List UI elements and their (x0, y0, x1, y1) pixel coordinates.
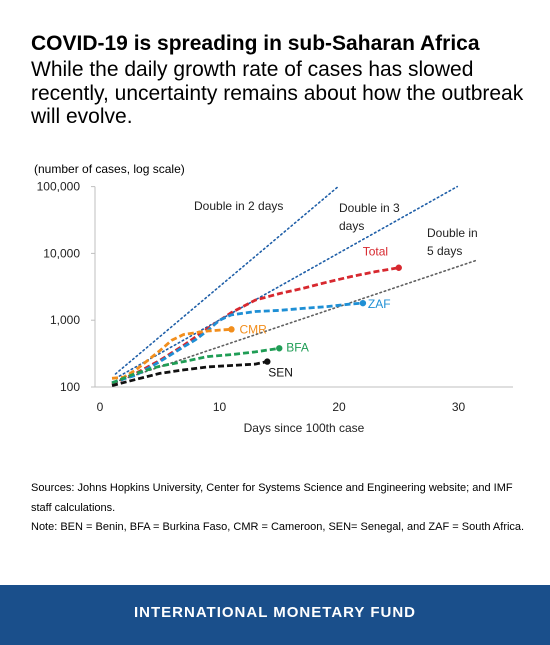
note-text: Note: BEN = Benin, BFA = Burkina Faso, C… (31, 521, 525, 533)
y-tick-label: 100 (60, 380, 80, 394)
y-tick-label: 1,000 (50, 313, 80, 327)
reference-line (114, 185, 339, 375)
reference-line-label: Double in 5 days (427, 226, 478, 258)
series-end-marker (359, 299, 367, 307)
chart-labels: Total ZAF CMR BFA SEN (239, 245, 390, 380)
series-end-marker (276, 345, 283, 352)
series-label: BFA (286, 340, 309, 354)
footer-logo-text: INTERNATIONAL MONETARY FUND (134, 604, 416, 621)
chart-notes: Sources: Johns Hopkins University, Cente… (31, 479, 526, 538)
series-lines (111, 264, 402, 387)
x-tick-label: 10 (213, 400, 227, 414)
series-label: CMR (239, 322, 267, 336)
footer-bar: INTERNATIONAL MONETARY FUND (0, 585, 550, 645)
x-tick-label: 30 (452, 400, 466, 414)
x-axis-label: Days since 100th case (244, 421, 365, 435)
series-label: SEN (268, 366, 293, 380)
chart-plot: 100 1,000 10,000 100,000 0 10 20 30 Days since 1… (37, 180, 513, 435)
chart-subtitle: While the daily growth rate of cases has… (31, 58, 524, 128)
reference-line-label: Double in 3 days (339, 201, 400, 233)
series-line (111, 327, 232, 380)
reference-lines: Double in 2 days Double in 3 days Double in… (114, 185, 478, 383)
series-line (111, 346, 280, 385)
y-axis-label: (number of cases, log scale) (34, 162, 185, 176)
series-end-marker (395, 264, 402, 271)
reference-line-label: Double in 2 days (194, 199, 283, 213)
chart-axes: 100 1,000 10,000 100,000 0 10 20 30 Days since 1… (37, 180, 513, 435)
y-tick-label: 100,000 (37, 180, 81, 194)
series-label: Total (363, 245, 388, 259)
x-tick-label: 20 (332, 400, 346, 414)
series-end-marker (264, 358, 271, 365)
series-line (111, 301, 364, 385)
series-line (111, 266, 400, 386)
chart-title: COVID-19 is spreading in sub-Saharan Afr… (31, 32, 480, 55)
series-label: ZAF (368, 297, 391, 311)
sources-text: Sources: Johns Hopkins University, Cente… (31, 482, 513, 514)
series-line (111, 360, 268, 387)
x-tick-label: 0 (97, 400, 104, 414)
series-end-marker (228, 326, 235, 333)
y-tick-label: 10,000 (43, 246, 80, 260)
reference-line (114, 259, 478, 383)
